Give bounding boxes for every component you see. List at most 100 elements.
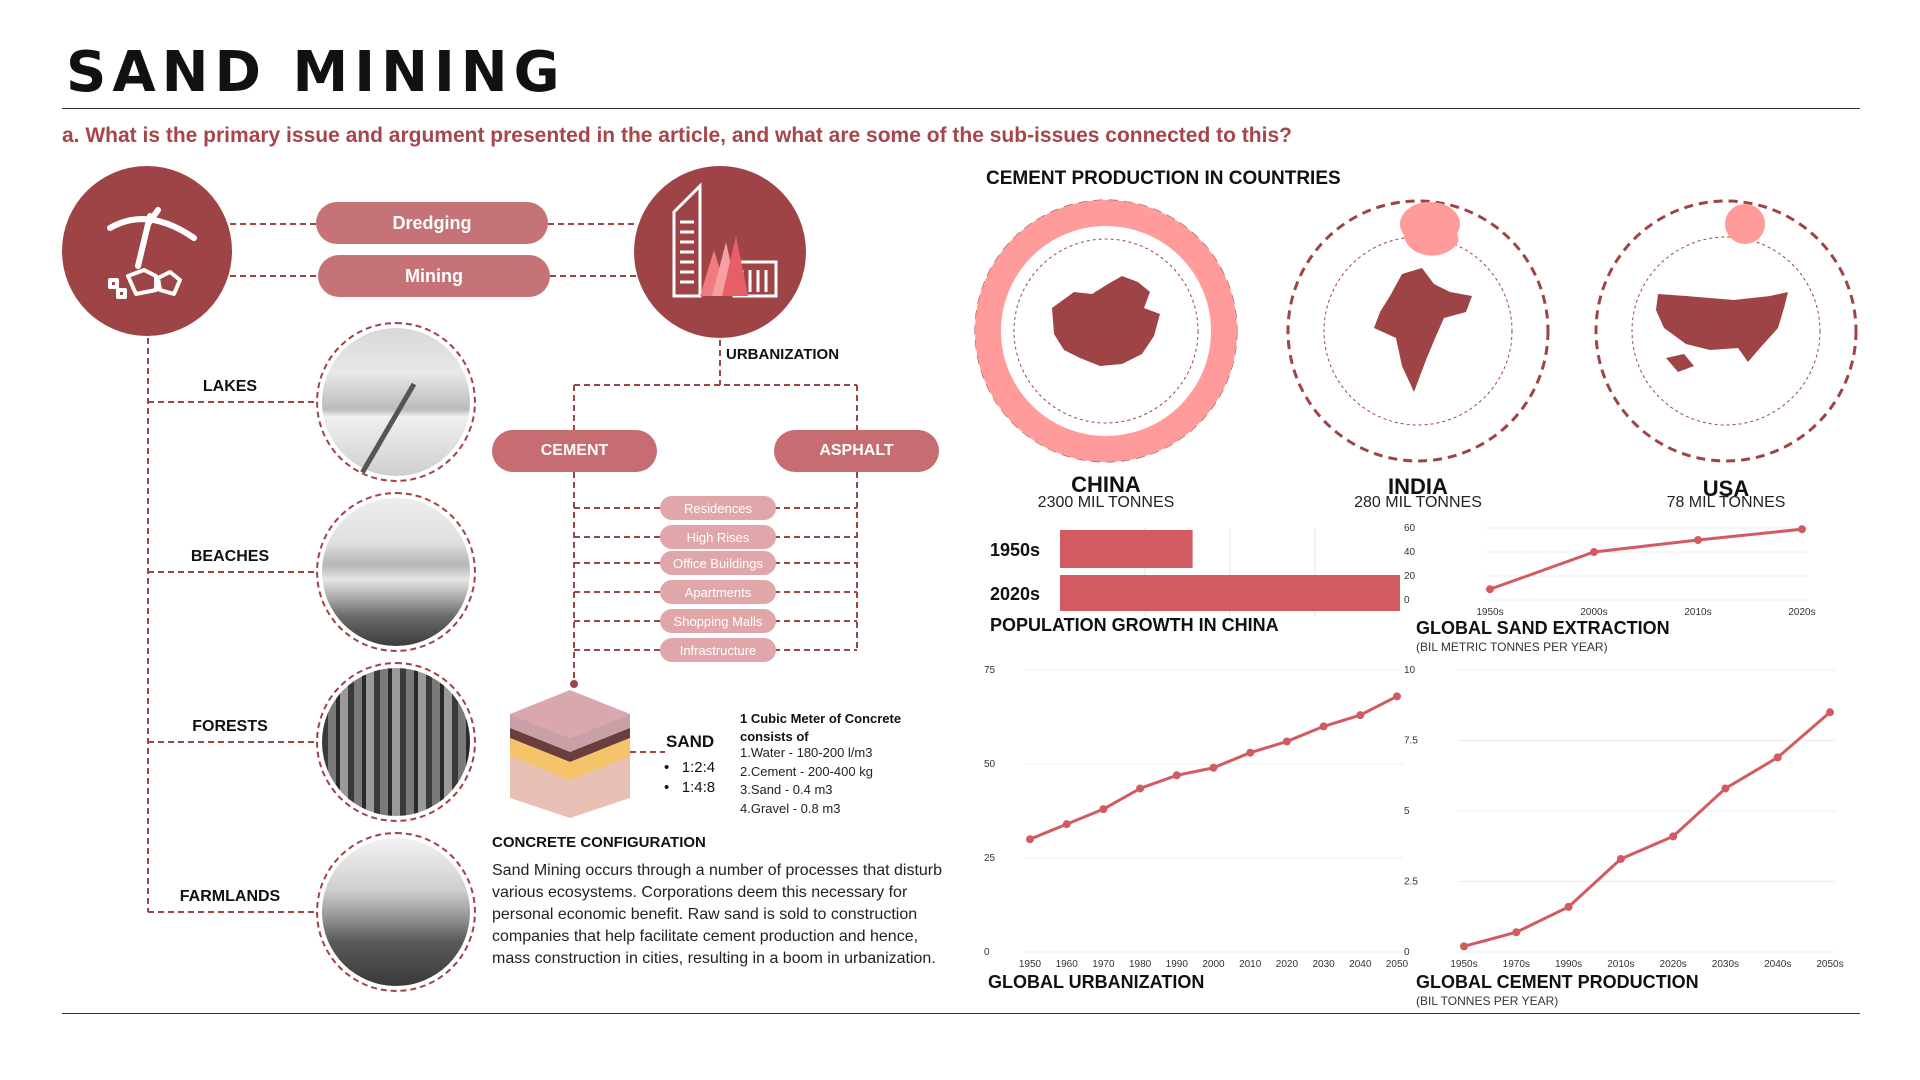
sand-label: SAND [666,732,715,751]
composition-item: 2.Cement - 200-400 kg [740,763,873,779]
country-value-china: 2300 MIL TONNES [1037,494,1175,511]
y-tick-label: 25 [984,853,996,864]
cement-line-chart: 0 2.5 5 7.5 10 1950s 1970s 1990s 2010s 2020s 2030s… [1404,665,1844,970]
data-point [1564,902,1573,911]
series-line [1489,527,1803,591]
data-point [1590,548,1598,556]
bar [1060,530,1193,568]
forests-photo [316,662,476,822]
habitat-label-beaches: BEACHES [190,548,270,565]
urbanization-label: URBANIZATION [726,346,840,363]
data-point [1246,748,1255,757]
data-point [1062,820,1071,829]
x-tick-label: 2040s [1764,959,1791,970]
x-tick-label: 2020 [1276,959,1299,970]
y-tick-label: 7.5 [1404,736,1418,747]
x-tick-label: 2030s [1712,959,1739,970]
x-tick-label: 1950s [1476,607,1503,618]
x-tick-label: 2040 [1349,959,1372,970]
use-pill-office-buildings: Office Buildings [660,551,776,575]
x-tick-label: 1970 [1092,959,1115,970]
urbanization-chart-title: GLOBAL URBANIZATION [988,972,1205,992]
data-point [1026,835,1034,844]
y-tick-label: 5 [1404,806,1410,817]
data-point [1798,525,1806,534]
data-point [1209,763,1218,772]
usa-ring [1594,199,1858,463]
use-pill-high-rises: High Rises [660,525,776,549]
x-tick-label: 2010 [1239,959,1262,970]
x-tick-label: 2000s [1580,607,1607,618]
sand-chart-subtitle: (BIL METRIC TONNES PER YEAR) [1416,640,1608,654]
data-point [1694,536,1702,544]
data-point [1136,784,1145,793]
y-tick-label: 2.5 [1404,877,1418,888]
data-point [1486,585,1494,594]
cement-countries-title: CEMENT PRODUCTION IN COUNTRIES [986,168,1341,189]
data-point [1319,722,1328,731]
habitat-label-farmlands: FARMLANDS [179,888,281,905]
y-tick-label: 20 [1404,571,1416,582]
process-pill-mining: Mining [318,255,550,297]
x-tick-label: 2010s [1607,959,1634,970]
data-point [1393,692,1401,701]
x-tick-label: 1990 [1166,959,1189,970]
footer-divider [62,1013,1860,1014]
data-point [1669,832,1678,841]
x-tick-label: 2050s [1816,959,1843,970]
country-value-usa: 78 MIL TONNES [1666,494,1786,511]
material-pill-asphalt: ASPHALT [774,430,939,472]
data-point [1721,784,1730,793]
data-point [1172,771,1181,780]
country-rings [974,199,1858,463]
use-pill-residences: Residences [660,496,776,520]
country-value-india: 280 MIL TONNES [1354,494,1482,511]
composition-item: 4.Gravel - 0.8 m3 [740,800,841,816]
question-text: a. What is the primary issue and argumen… [62,124,1292,147]
y-tick-label: 0 [984,947,990,958]
y-tick-label: 10 [1404,665,1416,676]
data-point [1460,942,1468,951]
concrete-cube-icon [510,690,630,818]
bar-category-label: 1950s [990,540,1040,560]
y-tick-label: 75 [984,665,996,676]
country-name-india: INDIA [1388,474,1448,499]
data-point [1616,854,1625,863]
x-tick-label: 2010s [1684,607,1711,618]
farmlands-photo [316,832,476,992]
beaches-photo [316,492,476,652]
x-tick-label: 1990s [1555,959,1582,970]
concrete-config-title: CONCRETE CONFIGURATION [492,834,706,851]
x-tick-label: 1960 [1056,959,1079,970]
data-point [1356,711,1365,720]
bar [1060,575,1400,611]
x-tick-label: 1950 [1019,959,1042,970]
y-tick-label: 60 [1404,523,1416,534]
sand-chart-title: GLOBAL SAND EXTRACTION [1416,618,1670,638]
country-name-usa: USA [1702,476,1750,501]
data-point [1282,737,1291,746]
china-map-icon [1052,276,1160,366]
y-tick-label: 0 [1404,947,1410,958]
ratio-item: • 1:2:4 [664,759,716,776]
x-tick-label: 1970s [1503,959,1530,970]
india-ring [1286,199,1550,463]
composition-item: 3.Sand - 0.4 m3 [740,782,833,797]
ratio-item: • 1:4:8 [664,779,716,796]
header-divider [62,108,1860,109]
population-bar-chart: 1950s 2020s [990,528,1400,616]
concrete-composition-heading: 1 Cubic Meter of Concrete consists of [740,711,902,744]
population-chart-title: POPULATION GROWTH IN CHINA [990,615,1279,635]
composition-item: 1.Water - 180-200 l/m3 [740,745,873,760]
series-line [1463,711,1831,948]
page-title: SAND MINING [66,40,566,105]
india-map-icon [1374,268,1472,392]
data-point [1826,708,1834,717]
x-tick-label: 2020s [1660,959,1687,970]
x-tick-label: 2030 [1312,959,1335,970]
mining-circle [62,166,232,336]
x-tick-label: 1980 [1129,959,1152,970]
pickaxe-rocks-icon [107,207,197,299]
x-tick-label: 2050 [1386,959,1409,970]
